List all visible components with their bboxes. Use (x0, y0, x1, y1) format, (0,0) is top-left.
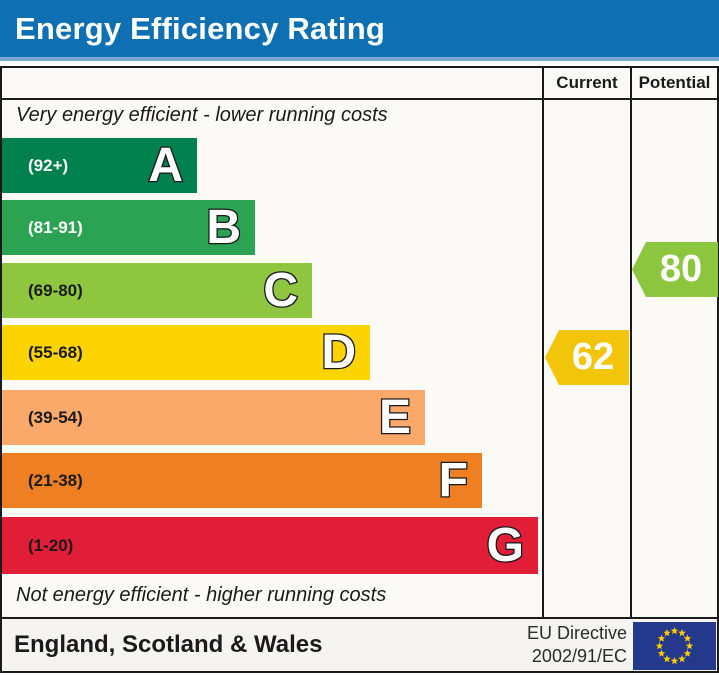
region-label: England, Scotland & Wales (14, 631, 323, 658)
column-header-current: Current (556, 73, 618, 92)
band-letter: D (320, 325, 357, 379)
current-rating-arrow: 62 (545, 330, 629, 385)
bottom-note: Not energy efficient - higher running co… (16, 584, 387, 606)
potential-rating-value: 80 (659, 248, 703, 290)
band-row-d: (55-68) D (2, 325, 370, 380)
band-row-c: (69-80) C (2, 263, 312, 318)
eu-flag-icon (633, 622, 716, 670)
band-range-label: (39-54) (28, 407, 83, 427)
band-letter: B (205, 200, 242, 254)
band-row-g: (1-20) G (2, 517, 538, 574)
eu-directive-text: EU Directive 2002/91/EC (527, 622, 627, 668)
column-divider-potential (630, 68, 632, 617)
band-letter: G (485, 518, 525, 572)
footer-row: England, Scotland & Wales EU Directive 2… (2, 617, 717, 671)
band-row-b: (81-91) B (2, 200, 255, 255)
column-header-potential: Potential (638, 73, 711, 92)
title-bar: Energy Efficiency Rating (0, 0, 719, 61)
eu-directive-line1: EU Directive (526, 623, 627, 643)
eu-directive-line2: 2002/91/EC (531, 646, 627, 666)
band-range-label: (81-91) (28, 217, 83, 237)
band-range-label: (21-38) (28, 470, 83, 490)
top-note: Very energy efficient - lower running co… (16, 104, 388, 126)
page-title: Energy Efficiency Rating (15, 10, 386, 46)
rating-table: Current Potential Very energy efficient … (0, 66, 719, 673)
band-row-f: (21-38) F (2, 453, 482, 508)
band-range-label: (55-68) (28, 342, 83, 362)
band-row-a: (92+) A (2, 138, 197, 193)
band-letter: C (262, 263, 299, 317)
band-letter: F (437, 453, 469, 507)
potential-rating-arrow: 80 (632, 242, 718, 297)
current-rating-value: 62 (571, 336, 615, 378)
band-letter: E (378, 390, 413, 444)
header-divider (2, 98, 717, 100)
band-row-e: (39-54) E (2, 390, 425, 445)
band-range-label: (92+) (28, 155, 69, 175)
band-letter: A (147, 138, 184, 192)
band-range-label: (69-80) (28, 280, 83, 300)
column-divider-current (542, 68, 544, 617)
band-range-label: (1-20) (28, 535, 74, 555)
